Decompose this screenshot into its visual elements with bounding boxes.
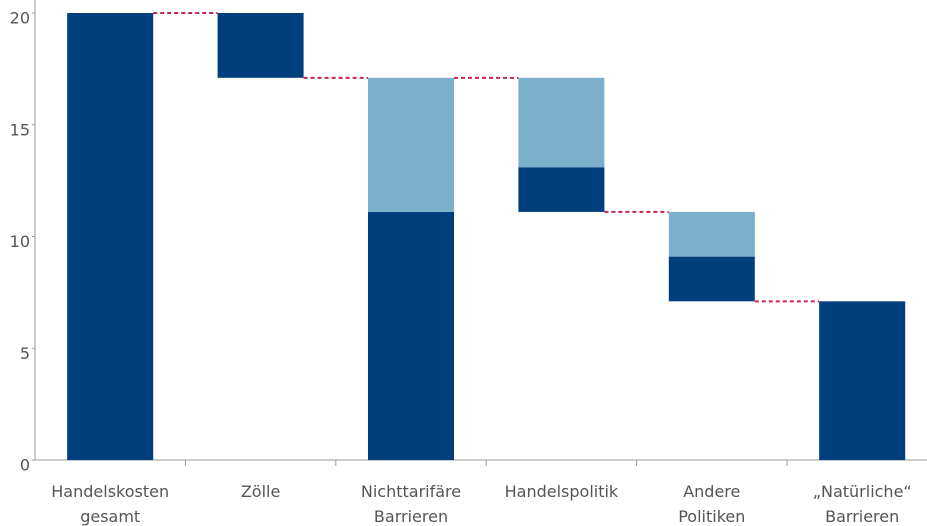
x-tick-label: Handelspolitik	[505, 482, 619, 501]
x-tick-label: Nichttarifäre Barrieren	[361, 482, 461, 526]
bar-segment	[819, 301, 906, 460]
y-tick-label: 20	[10, 9, 30, 28]
x-tick-label: Andere Politiken	[678, 482, 745, 526]
bar-segment	[518, 167, 605, 212]
bar-segment	[368, 211, 454, 460]
x-tick-label: „Natürliche“ Barrieren	[813, 482, 912, 526]
bar-segment	[518, 77, 605, 168]
bar-segment	[668, 211, 755, 257]
bar-segment	[217, 13, 304, 78]
y-tick-label: 15	[10, 120, 30, 139]
y-tick-label: 10	[10, 232, 30, 251]
bar-segment	[668, 256, 755, 302]
x-tick-label: Handelskosten gesamt	[51, 482, 169, 526]
bar-segment	[368, 77, 454, 212]
x-tick-label: Zölle	[241, 482, 280, 501]
y-tick-label: 5	[20, 344, 30, 363]
y-tick-label: 0	[20, 456, 30, 475]
bar-segment	[67, 13, 154, 460]
